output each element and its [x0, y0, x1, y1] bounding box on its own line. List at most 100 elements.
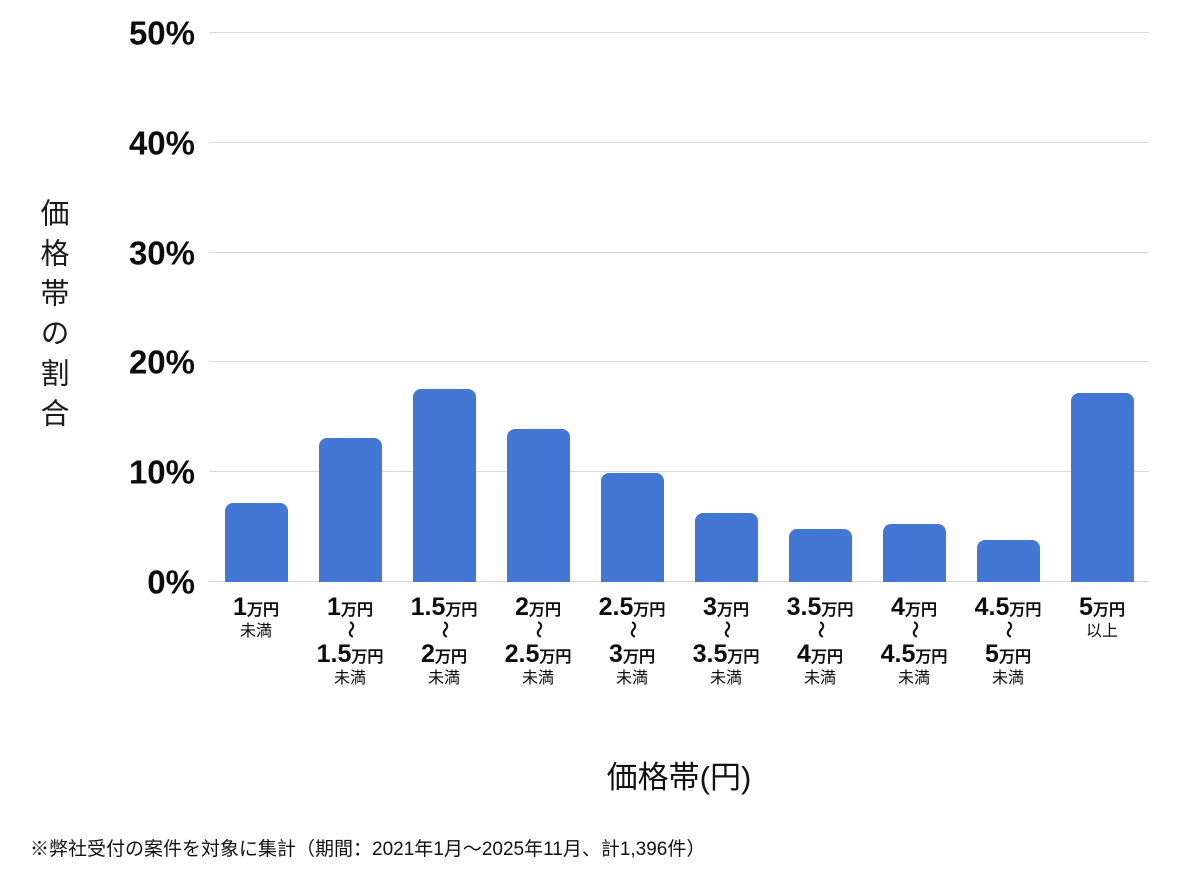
x-tick-number: 1: [233, 593, 247, 621]
x-tick-range-start: 2.5万円: [585, 594, 679, 621]
x-tick-unit: 万円: [633, 602, 666, 619]
x-tick-range-start: 4.5万円: [961, 594, 1055, 621]
gridline: [209, 141, 1149, 143]
gridline: [209, 581, 1149, 582]
x-tick-number: 3.5: [786, 593, 822, 621]
bar: [694, 512, 758, 582]
x-tick-unit: 万円: [1092, 602, 1125, 619]
x-tick-tilde-wrap: 〜: [303, 621, 397, 641]
x-tick-number: 1.5: [410, 593, 446, 621]
x-tick-range-end: 5万円: [961, 641, 1055, 668]
x-tick-range-end: 1.5万円: [303, 641, 397, 668]
x-tick-qualifier: 未満: [333, 670, 366, 687]
footnote: ※弊社受付の案件を対象に集計（期間：2021年1月～2025年11月、計1,39…: [30, 839, 706, 860]
gridline: [209, 361, 1149, 363]
x-tick-unit: 万円: [1009, 602, 1042, 619]
x-tick-range-start: 4万円: [867, 594, 961, 621]
x-axis-tick-labels: 1万円 未満 1万円〜 1.5万円 未満 1.5万円〜 2万円 未満 2万円〜 2.5万円 未満 2.…: [209, 594, 1149, 688]
x-tick-tilde: 〜: [528, 621, 548, 638]
x-tick-range-start: 5万円: [1055, 594, 1149, 621]
x-tick-range-end: 3.5万円: [679, 641, 773, 668]
x-tick-tilde-wrap: 〜: [773, 621, 867, 641]
x-tick-unit: 万円: [716, 602, 749, 619]
x-axis-tick-label: 1.5万円〜 2万円 未満: [397, 594, 491, 688]
x-tick-range-start: 1万円: [303, 594, 397, 621]
x-tick-tilde: 〜: [810, 621, 830, 638]
bar-slot: [679, 33, 773, 582]
x-tick-tilde-wrap: 〜: [491, 621, 585, 641]
x-tick-number: 4.5: [974, 593, 1010, 621]
x-tick-unit: 万円: [445, 602, 478, 619]
x-axis-tick-label: 5万円以上: [1055, 594, 1149, 687]
x-tick-qualifier: 未満: [897, 670, 930, 687]
x-tick-number: 3.5: [692, 640, 728, 668]
bar: [600, 473, 664, 582]
bar: [976, 540, 1040, 582]
x-tick-qualifier: 未満: [991, 670, 1024, 687]
x-tick-range-start: 1.5万円: [397, 594, 491, 621]
y-axis-tick-label: 40%: [128, 124, 195, 162]
x-tick-range-end: 2万円: [397, 641, 491, 668]
y-axis-tick-label: 10%: [128, 453, 195, 491]
bar-slot: [303, 33, 397, 582]
bar-slot: [1055, 33, 1149, 582]
x-tick-tilde-wrap: 〜: [679, 621, 773, 641]
bar-slot: [867, 33, 961, 582]
x-tick-qualifier: 未満: [615, 670, 648, 687]
x-tick-range-start: 1万円: [209, 594, 303, 621]
y-axis-tick-label: 50%: [128, 14, 195, 52]
gridline: [209, 251, 1149, 253]
x-tick-number: 5: [985, 640, 999, 668]
bar: [318, 438, 382, 582]
x-axis-tick-label: 2.5万円〜 3万円 未満: [585, 594, 679, 688]
x-tick-number: 4: [891, 593, 905, 621]
x-tick-number: 5: [1079, 593, 1093, 621]
bar: [1070, 393, 1134, 582]
x-tick-tilde-wrap: 〜: [961, 621, 1055, 641]
y-axis-title: 価格帯の割合: [36, 198, 68, 438]
gridline: [209, 471, 1149, 473]
x-tick-number: 1: [327, 593, 341, 621]
x-tick-unit: 万円: [810, 649, 843, 666]
x-axis-tick-label: 2万円〜 2.5万円 未満: [491, 594, 585, 688]
x-tick-unit: 万円: [539, 649, 572, 666]
bar: [224, 502, 288, 582]
bars-layer: [209, 33, 1149, 582]
x-axis-tick-label: 4万円〜 4.5万円 未満: [867, 594, 961, 688]
x-axis-tick-label: 3万円〜 3.5万円 未満: [679, 594, 773, 688]
bar-slot: [585, 33, 679, 582]
x-tick-unit: 万円: [904, 602, 937, 619]
y-axis-tick-label: 0%: [147, 563, 195, 601]
x-tick-unit: 万円: [915, 649, 948, 666]
x-tick-tilde: 〜: [904, 621, 924, 638]
x-tick-tilde: 〜: [622, 621, 642, 638]
x-tick-tilde-wrap: 〜: [397, 621, 491, 641]
x-tick-unit: 万円: [622, 649, 655, 666]
x-axis-title: 価格帯(円): [606, 760, 752, 795]
x-tick-number: 2.5: [504, 640, 540, 668]
x-axis-tick-label: 1万円〜 1.5万円 未満: [303, 594, 397, 688]
x-tick-unit: 万円: [727, 649, 760, 666]
x-tick-range-end: 3万円: [585, 641, 679, 668]
x-tick-tilde: 〜: [716, 621, 736, 638]
x-tick-number: 2.5: [598, 593, 634, 621]
x-axis-tick-label: 3.5万円〜 4万円 未満: [773, 594, 867, 688]
x-tick-range-start: 3.5万円: [773, 594, 867, 621]
bar-slot: [773, 33, 867, 582]
x-tick-range-start: 3万円: [679, 594, 773, 621]
x-tick-number: 4.5: [880, 640, 916, 668]
bar-slot: [491, 33, 585, 582]
bar: [882, 523, 946, 582]
bar: [506, 429, 570, 582]
x-tick-qualifier: 未満: [239, 623, 272, 640]
x-tick-unit: 万円: [351, 649, 384, 666]
x-tick-qualifier: 未満: [521, 670, 554, 687]
bar-slot: [209, 33, 303, 582]
x-tick-unit: 万円: [340, 602, 373, 619]
x-tick-number: 2: [421, 640, 435, 668]
bar: [788, 529, 852, 582]
x-tick-range-end: 2.5万円: [491, 641, 585, 668]
x-tick-qualifier: 以上: [1085, 623, 1118, 640]
x-tick-number: 1.5: [316, 640, 352, 668]
